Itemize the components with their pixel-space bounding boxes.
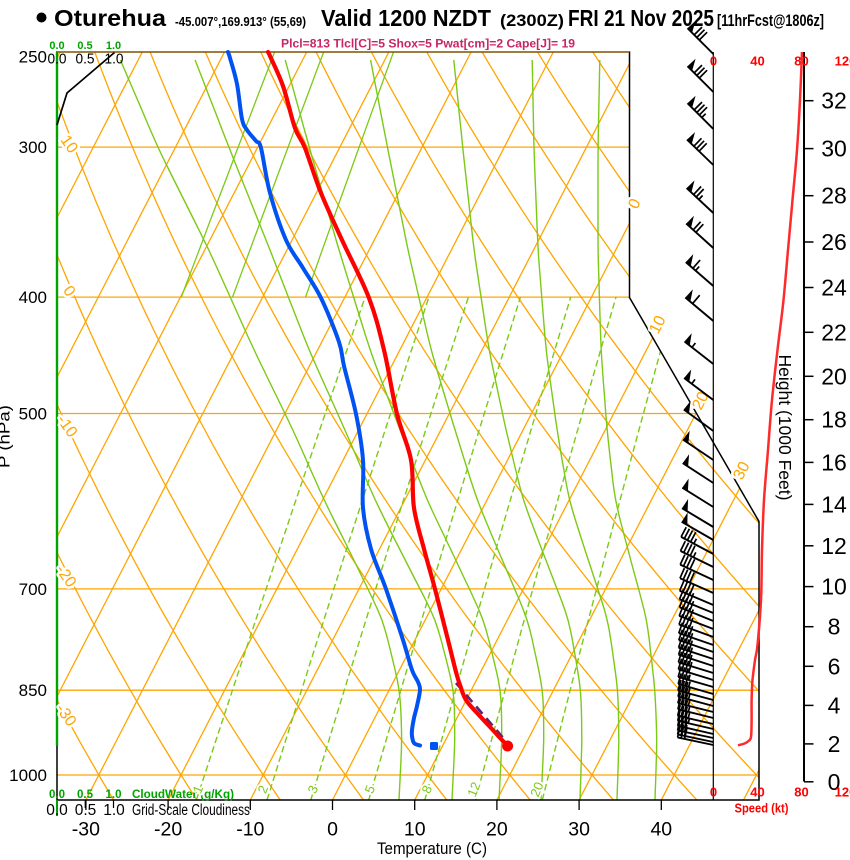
svg-text:4: 4: [828, 692, 841, 718]
svg-text:80: 80: [794, 785, 808, 800]
svg-text:22: 22: [821, 319, 847, 345]
svg-text:Temperature (C): Temperature (C): [377, 839, 487, 858]
svg-text:20: 20: [486, 819, 508, 841]
svg-text:850: 850: [19, 681, 47, 700]
svg-text:2: 2: [828, 731, 841, 757]
svg-text:8: 8: [828, 614, 841, 640]
svg-text:400: 400: [19, 288, 47, 307]
svg-text:CloudWater (g/Kg): CloudWater (g/Kg): [132, 789, 234, 801]
svg-text:(2300Z): (2300Z): [500, 11, 564, 30]
svg-text:1.0: 1.0: [103, 802, 125, 819]
svg-text:Speed (kt): Speed (kt): [735, 802, 789, 816]
svg-text:0.0: 0.0: [46, 802, 68, 819]
svg-text:32: 32: [821, 88, 847, 114]
svg-text:Oturehua: Oturehua: [54, 5, 166, 31]
svg-text:0.5: 0.5: [77, 40, 92, 52]
svg-text:0: 0: [710, 54, 717, 69]
svg-text:0: 0: [828, 769, 841, 795]
svg-text:Grid-Scale Cloudiness: Grid-Scale Cloudiness: [132, 802, 250, 819]
svg-text:6: 6: [828, 653, 841, 679]
svg-text:Height (1000 Feet): Height (1000 Feet): [775, 355, 795, 501]
svg-text:30: 30: [568, 819, 590, 841]
svg-text:500: 500: [19, 404, 47, 423]
svg-text:26: 26: [821, 229, 847, 255]
svg-text:10: 10: [404, 819, 426, 841]
svg-text:Valid 1200 NZDT: Valid 1200 NZDT: [321, 5, 491, 31]
svg-text:24: 24: [821, 275, 847, 301]
svg-text:40: 40: [750, 54, 764, 69]
svg-text:1.0: 1.0: [106, 40, 121, 52]
svg-text:40: 40: [650, 819, 672, 841]
svg-text:-30: -30: [72, 819, 100, 841]
svg-text:0: 0: [710, 785, 717, 800]
svg-text:300: 300: [19, 138, 47, 157]
svg-text:-10: -10: [236, 819, 264, 841]
svg-text:[11hrFcst@1806z]: [11hrFcst@1806z]: [717, 11, 824, 30]
svg-text:0.5: 0.5: [76, 51, 95, 68]
svg-text:40: 40: [750, 785, 764, 800]
svg-text:120: 120: [835, 54, 850, 69]
svg-text:1.0: 1.0: [105, 51, 124, 68]
svg-text:18: 18: [821, 407, 847, 433]
svg-text:10: 10: [821, 574, 847, 600]
svg-text:1000: 1000: [9, 766, 47, 785]
svg-text:-45.007°,169.913° (55,69): -45.007°,169.913° (55,69): [175, 14, 306, 29]
svg-text:-20: -20: [154, 819, 182, 841]
svg-text:12: 12: [821, 533, 847, 559]
svg-text:P (hPa): P (hPa): [0, 405, 14, 468]
svg-text:0: 0: [327, 819, 338, 841]
svg-text:700: 700: [19, 580, 47, 599]
svg-text:14: 14: [821, 491, 847, 517]
svg-text:250: 250: [19, 48, 47, 67]
svg-text:Plcl=813 Tlcl[C]=5 Shox=5 Pwat: Plcl=813 Tlcl[C]=5 Shox=5 Pwat[cm]=2 Cap…: [281, 37, 575, 51]
svg-text:0.0: 0.0: [49, 789, 65, 801]
svg-text:0.5: 0.5: [77, 789, 94, 801]
svg-text:16: 16: [821, 449, 847, 475]
svg-text:0.5: 0.5: [75, 802, 97, 819]
svg-text:1.0: 1.0: [106, 789, 122, 801]
svg-text:120: 120: [835, 785, 850, 800]
svg-text:20: 20: [821, 363, 847, 389]
svg-text:28: 28: [821, 183, 847, 209]
svg-text:0.0: 0.0: [48, 51, 67, 68]
svg-text:30: 30: [821, 136, 847, 162]
svg-text:0.0: 0.0: [49, 40, 64, 52]
